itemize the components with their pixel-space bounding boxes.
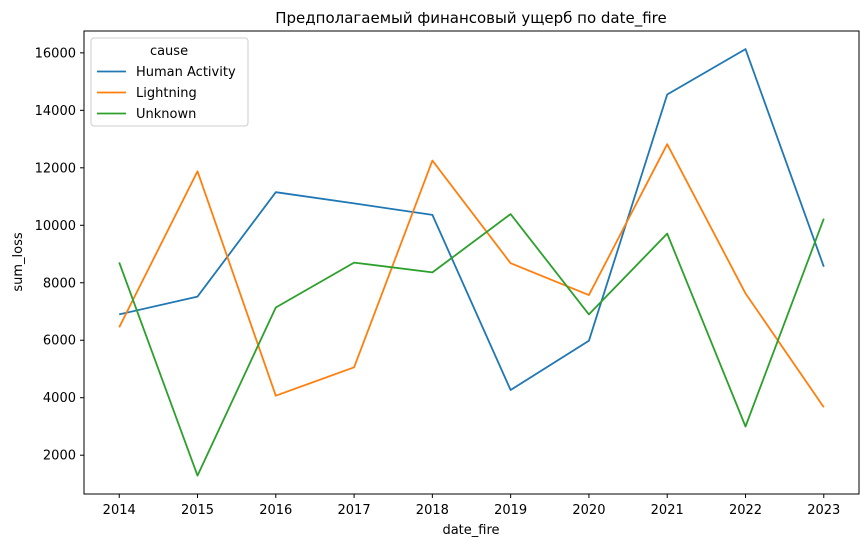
legend-box (90, 37, 249, 127)
x-tick-label: 2016 (259, 503, 292, 518)
y-axis: 2000 4000 6000 8000 10000 12000 14000 16000 (35, 46, 84, 464)
y-tick-label: 14000 (35, 104, 76, 119)
y-tick-label: 12000 (35, 161, 76, 176)
legend-items: Human Activity Lightning Unknown (97, 65, 236, 122)
y-tick-label: 6000 (43, 334, 76, 349)
series-lines (118, 48, 825, 477)
series-line-unknown (118, 213, 825, 477)
x-tick-label: 2021 (651, 503, 684, 518)
legend-label-unknown: Unknown (136, 107, 196, 122)
y-tick-label: 16000 (35, 46, 76, 61)
x-tick-label: 2018 (416, 503, 449, 518)
x-tick-label: 2022 (729, 503, 762, 518)
x-axis: 2014 2015 2016 2017 2018 2019 2020 2021 2022 2023 (103, 494, 840, 518)
series-line-lightning (118, 143, 825, 408)
x-axis-title: date_fire (442, 523, 499, 538)
legend-label-lightning: Lightning (136, 86, 197, 101)
x-tick-label: 2014 (103, 503, 136, 518)
x-tick-label: 2017 (338, 503, 371, 518)
plot-area-frame (83, 30, 860, 495)
x-tick-label: 2023 (807, 503, 840, 518)
series-line-human-activity (119, 48, 825, 391)
legend-title: cause (150, 44, 188, 59)
x-tick-label: 2020 (572, 503, 605, 518)
y-tick-label: 2000 (43, 449, 76, 464)
legend-label-human-activity: Human Activity (136, 65, 236, 80)
y-axis-title: sum_loss (11, 232, 26, 292)
x-tick-label: 2015 (181, 503, 214, 518)
x-tick-label: 2019 (494, 503, 527, 518)
y-tick-label: 8000 (43, 276, 76, 291)
y-tick-label: 10000 (35, 219, 76, 234)
chart-title: Предполагаемый финансовый ущерб по date_… (275, 9, 667, 28)
y-tick-label: 4000 (43, 391, 76, 406)
legend: cause Human Activity Lightning Unknown (90, 37, 249, 127)
